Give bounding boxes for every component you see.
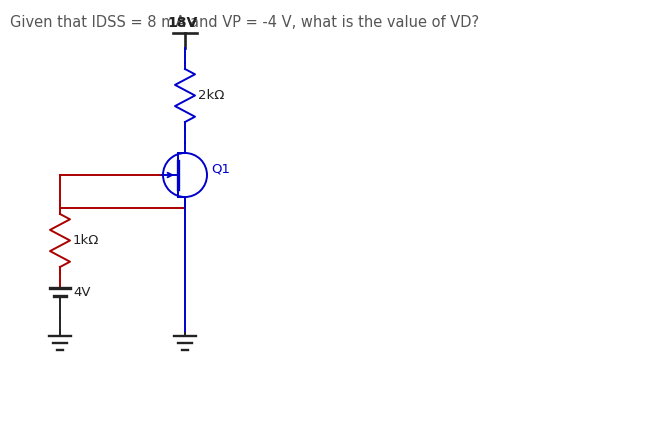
Text: 2kΩ: 2kΩ (198, 89, 225, 102)
Text: Q1: Q1 (211, 162, 230, 176)
Text: 18V: 18V (167, 16, 197, 30)
Text: 4V: 4V (73, 286, 91, 299)
Text: Given that IDSS = 8 mA and VP = -4 V, what is the value of VD?: Given that IDSS = 8 mA and VP = -4 V, wh… (10, 15, 479, 30)
Text: 1kΩ: 1kΩ (73, 234, 99, 247)
